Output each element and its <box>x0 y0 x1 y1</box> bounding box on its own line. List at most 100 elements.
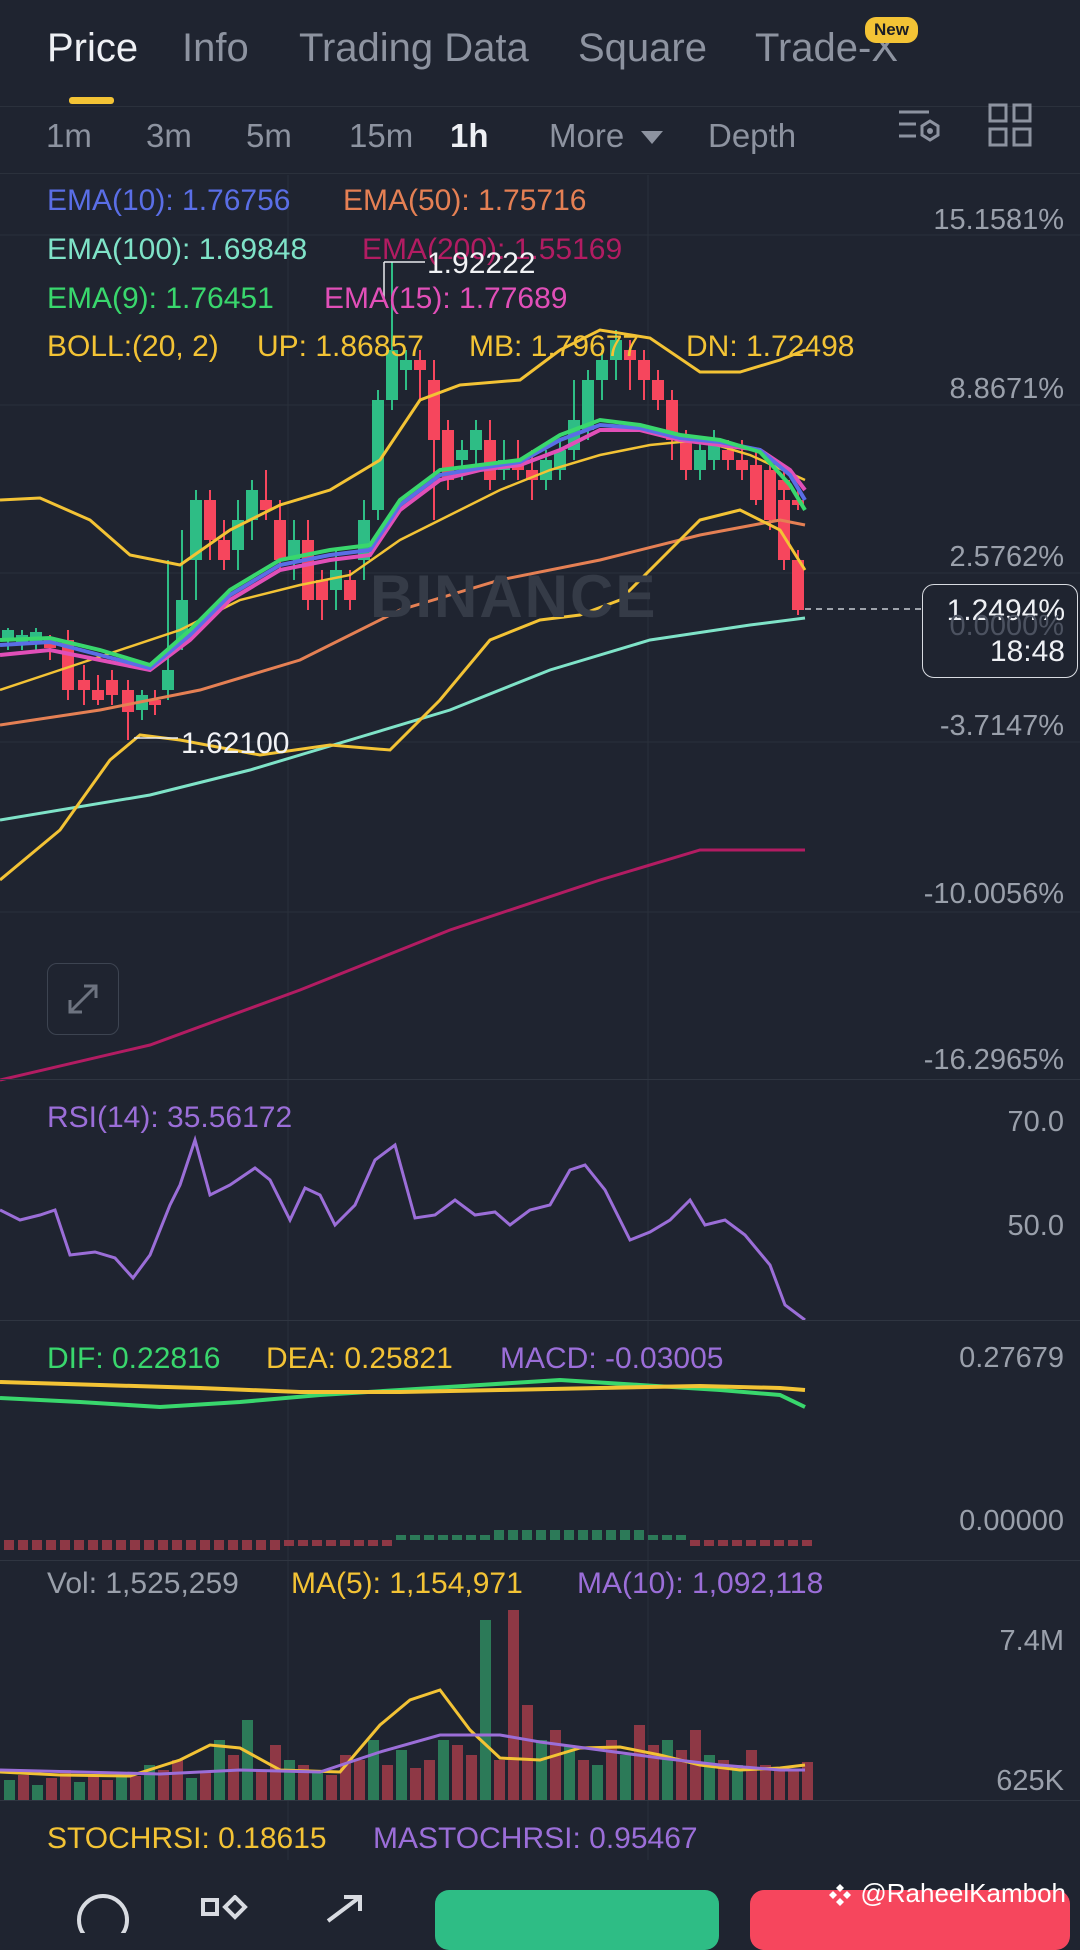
stochrsi-label: STOCHRSI: 0.18615 <box>47 1822 327 1855</box>
volume-bar <box>620 1755 631 1800</box>
macd-bar <box>256 1540 266 1550</box>
binance-watermark: BINANCE <box>370 563 658 630</box>
macd-bar <box>550 1530 560 1540</box>
volume-bar <box>746 1750 757 1800</box>
macd-bar <box>46 1540 56 1550</box>
volume-scale-low: 625K <box>996 1765 1064 1797</box>
volume-bar <box>578 1760 589 1800</box>
low-annotation: 1.62100 <box>181 727 290 760</box>
volume-bar <box>480 1620 491 1800</box>
macd-bar <box>718 1540 728 1546</box>
macd-bar <box>270 1540 280 1550</box>
volume-bar <box>774 1770 785 1800</box>
volume-bar <box>718 1760 729 1800</box>
candle-body <box>512 460 524 470</box>
scale-label: -10.0056% <box>923 878 1064 910</box>
buy-button[interactable] <box>435 1890 719 1950</box>
rsi-label: RSI(14): 35.56172 <box>47 1101 293 1134</box>
tab-square[interactable]: Square <box>578 26 707 70</box>
tab-info[interactable]: Info <box>182 26 249 70</box>
interval-3m[interactable]: 3m <box>146 117 192 154</box>
rsi-line <box>0 1134 806 1322</box>
macd-bar <box>312 1540 322 1546</box>
fullscreen-button[interactable] <box>47 963 119 1035</box>
volume-bar <box>60 1770 71 1800</box>
volume-bar <box>242 1720 253 1800</box>
volume-bar <box>172 1760 183 1800</box>
zero-scale-label: 0.0000% <box>949 610 1065 642</box>
candle-body <box>344 580 356 600</box>
volume-bar <box>74 1782 85 1800</box>
macd-scale-zero: 0.00000 <box>959 1505 1064 1537</box>
scale-label: -3.7147% <box>939 710 1064 742</box>
interval-15m[interactable]: 15m <box>349 117 414 154</box>
macd-bar <box>578 1530 588 1540</box>
candle-body <box>778 500 790 560</box>
indicator-settings-icon[interactable] <box>896 103 940 147</box>
volume-bar <box>46 1778 57 1800</box>
volume-bar <box>200 1772 211 1800</box>
macd-dif-line <box>0 1377 806 1410</box>
volume-bar <box>690 1730 701 1800</box>
tab-trading-data[interactable]: Trading Data <box>299 26 529 70</box>
interval-1m[interactable]: 1m <box>46 117 92 154</box>
boll-dn-label: DN: 1.72498 <box>686 330 855 363</box>
candle-body <box>484 440 496 480</box>
active-tab-indicator <box>69 97 114 104</box>
macd-bar <box>32 1540 42 1550</box>
macd-bar <box>522 1530 532 1540</box>
volume-ma5-label: MA(5): 1,154,971 <box>291 1567 523 1600</box>
ema9-label: EMA(9): 1.76451 <box>47 282 274 315</box>
macd-bar <box>606 1530 616 1540</box>
depth-tab[interactable]: Depth <box>708 117 797 154</box>
macd-bar <box>186 1540 196 1550</box>
macd-bar <box>452 1535 462 1540</box>
macd-bar <box>298 1540 308 1546</box>
macd-bar <box>326 1540 336 1546</box>
macd-bar <box>676 1535 686 1540</box>
more-intervals-dropdown[interactable]: More <box>549 117 664 155</box>
macd-bar <box>284 1540 294 1546</box>
macd-bar <box>74 1540 84 1550</box>
macd-bar <box>662 1535 672 1540</box>
volume-bar <box>494 1760 505 1800</box>
candle-body <box>30 632 42 642</box>
volume-bar <box>284 1760 295 1800</box>
credit-text: @RaheelKamboh <box>860 1878 1066 1908</box>
volume-ma10-line <box>0 1733 805 1776</box>
expand-icon <box>68 984 98 1014</box>
ma-line <box>0 616 806 822</box>
macd-bar <box>144 1540 154 1550</box>
volume-bar <box>760 1765 771 1800</box>
volume-bar <box>312 1770 323 1800</box>
tab-price[interactable]: Price <box>47 26 139 70</box>
layout-grid-icon[interactable] <box>988 103 1032 147</box>
macd-bar <box>620 1530 630 1540</box>
volume-bar <box>32 1785 43 1800</box>
bottom-action-bar <box>0 1855 1080 1933</box>
candle-body <box>456 450 468 460</box>
candle-body <box>106 680 118 695</box>
chat-icon[interactable] <box>76 1893 130 1933</box>
moving-average-lines <box>0 328 807 1082</box>
volume-bars <box>4 1610 813 1800</box>
candle-body <box>792 560 804 610</box>
interval-1h[interactable]: 1h <box>450 117 489 154</box>
scale-label: 8.8671% <box>949 373 1065 405</box>
volume-bar <box>116 1772 127 1800</box>
candle-body <box>149 700 161 705</box>
candle-body <box>708 445 720 460</box>
candle-body <box>694 450 706 470</box>
candle-body <box>358 520 370 560</box>
volume-bar <box>676 1750 687 1800</box>
grid-menu-icon[interactable] <box>200 1895 252 1925</box>
share-icon[interactable] <box>320 1893 372 1923</box>
macd-value-label: MACD: -0.03005 <box>500 1342 724 1375</box>
macd-bar <box>774 1540 784 1546</box>
macd-bar <box>4 1540 14 1550</box>
ema15-label: EMA(15): 1.77689 <box>324 282 568 315</box>
macd-bar <box>172 1540 182 1550</box>
interval-5m[interactable]: 5m <box>246 117 292 154</box>
macd-bar <box>746 1540 756 1546</box>
volume-bar <box>802 1762 813 1800</box>
